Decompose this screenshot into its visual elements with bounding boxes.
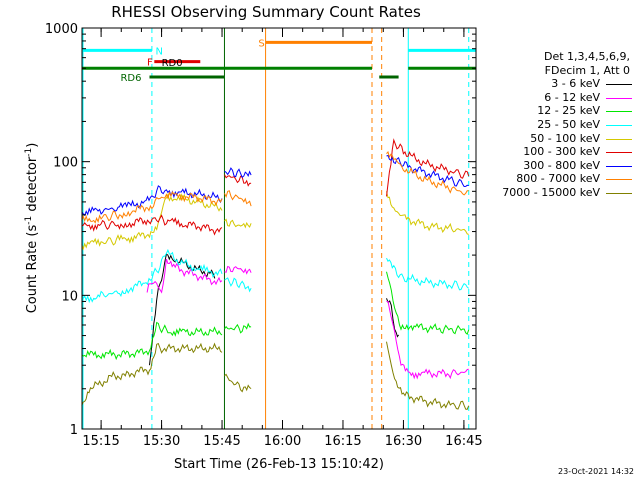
series-line	[224, 167, 252, 179]
series-line	[386, 300, 469, 380]
series-line	[386, 341, 470, 410]
legend-swatch	[606, 97, 632, 99]
legend-swatch	[606, 111, 632, 113]
x-tick-label: 15:15	[82, 434, 119, 449]
legend-item: 12 - 25 keV	[470, 104, 638, 118]
series-line	[81, 191, 223, 224]
legend-item: 6 - 12 keV	[470, 91, 638, 105]
series-line	[224, 190, 252, 207]
timestamp: 23-Oct-2021 14:32	[558, 467, 634, 476]
flag-label: RD6	[120, 73, 141, 84]
legend-item-label: 25 - 50 keV	[537, 117, 600, 131]
plot-frame	[81, 27, 477, 430]
legend-item-label: 800 - 7000 keV	[516, 172, 600, 186]
series-line	[81, 214, 223, 236]
legend-item-label: 100 - 300 keV	[523, 145, 600, 159]
legend-swatch	[606, 179, 632, 181]
y-axis: 1 10 100 1000	[45, 22, 476, 438]
y-tick-label: 10	[61, 289, 78, 304]
legend-swatch	[606, 192, 632, 194]
x-tick-label: 16:15	[324, 434, 361, 449]
flag-label: N	[156, 46, 163, 57]
x-tick-label: 15:30	[143, 434, 180, 449]
series-line	[224, 218, 252, 229]
series-line	[81, 185, 223, 217]
x-tick-label: 16:45	[445, 434, 482, 449]
x-tick-label: 16:00	[264, 434, 301, 449]
legend-swatch	[606, 84, 632, 86]
series-line	[386, 257, 470, 291]
legend-item-label: 6 - 12 keV	[544, 90, 600, 104]
legend-item-label: 12 - 25 keV	[537, 104, 600, 118]
series-line	[224, 174, 252, 187]
legend-item: 50 - 100 keV	[470, 132, 638, 146]
series-line	[224, 277, 252, 293]
legend-item-label: 7000 - 15000 keV	[502, 185, 600, 199]
series-line	[386, 138, 470, 197]
legend-item: 300 - 800 keV	[470, 159, 638, 173]
series-line	[224, 265, 252, 275]
flag-label: S	[258, 38, 264, 49]
x-tick-label: 16:30	[385, 434, 422, 449]
y-tick-label: 1	[70, 423, 78, 438]
series-line	[146, 258, 223, 294]
series-line	[81, 342, 223, 406]
legend-swatch	[606, 152, 632, 154]
legend-swatch	[606, 124, 632, 126]
legend-item-label: 50 - 100 keV	[530, 131, 600, 145]
flag-label: F	[147, 58, 153, 69]
legend-item: 7000 - 15000 keV	[470, 186, 638, 200]
series-line	[386, 191, 469, 235]
series-line	[386, 271, 470, 335]
series-line	[224, 373, 252, 393]
legend-item-label: 3 - 6 keV	[551, 77, 600, 91]
series-line	[386, 154, 469, 188]
legend: Det 1,3,4,5,6,9, FDecim 1, Att 0 3 - 6 k…	[470, 50, 638, 200]
series-line	[386, 151, 469, 196]
legend-item: 800 - 7000 keV	[470, 172, 638, 186]
series-line	[81, 321, 223, 361]
series-line	[224, 322, 252, 334]
legend-swatch	[606, 165, 632, 167]
legend-item: 25 - 50 keV	[470, 118, 638, 132]
series-line	[81, 248, 223, 304]
legend-item: 100 - 300 keV	[470, 145, 638, 159]
flag-label: RD0	[162, 58, 183, 69]
y-tick-label: 100	[53, 156, 78, 171]
x-axis: 15:15 15:30 15:45 16:00 16:15 16:30 16:45	[82, 28, 483, 449]
legend-swatch	[606, 138, 632, 140]
legend-item: 3 - 6 keV	[470, 77, 638, 91]
chart-title: RHESSI Observing Summary Count Rates	[111, 3, 421, 21]
y-tick-label: 1000	[45, 22, 78, 37]
legend-header-line2: FDecim 1, Att 0	[544, 63, 630, 77]
legend-item-label: 300 - 800 keV	[523, 158, 600, 172]
y-axis-label: Count Rate (s-1 detector-1)	[24, 143, 40, 314]
x-tick-label: 15:45	[203, 434, 240, 449]
legend-header-line1: Det 1,3,4,5,6,9,	[543, 50, 630, 63]
x-axis-label: Start Time (26-Feb-13 15:10:42)	[174, 457, 384, 472]
